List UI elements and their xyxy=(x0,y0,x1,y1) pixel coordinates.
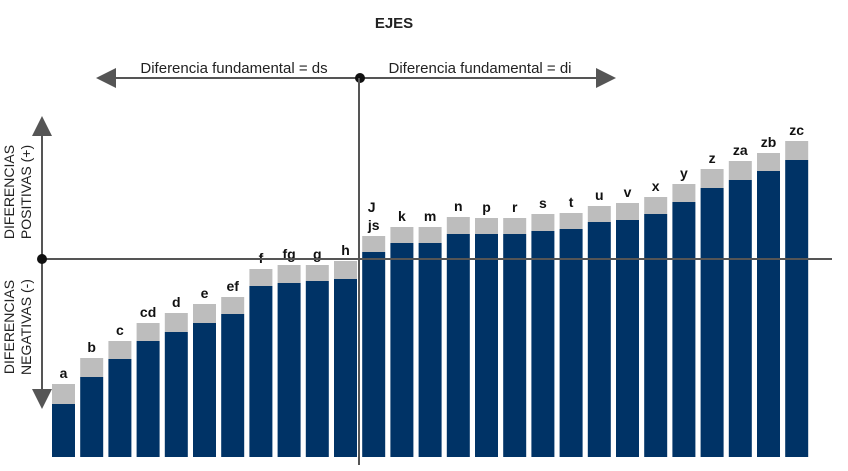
bar-zb xyxy=(757,171,780,457)
upper-arrow-left-label: Diferencia fundamental = ds xyxy=(140,60,327,77)
bar-label-m: m xyxy=(424,208,436,224)
bar-label-j: J xyxy=(368,199,376,215)
bar-label-b: b xyxy=(87,339,96,355)
bar-label-a: a xyxy=(60,365,68,381)
bar-r xyxy=(503,234,527,457)
bar-label-g: g xyxy=(313,246,322,262)
bar-label-d: d xyxy=(172,294,181,310)
positive-label-line2: POSITIVAS (+) xyxy=(18,145,34,239)
bar-p xyxy=(475,234,498,457)
bar-label-e: e xyxy=(201,285,209,301)
tolerance-band-zc xyxy=(785,141,809,160)
bar-s xyxy=(531,231,555,457)
tolerance-band-x xyxy=(644,197,668,214)
bar-label-u: u xyxy=(595,187,604,203)
negative-label-line2: NEGATIVAS (-) xyxy=(18,279,34,375)
bar-n xyxy=(446,234,470,457)
bar-label-s: s xyxy=(539,195,547,211)
bar-h xyxy=(334,279,357,457)
bar-label-cd: cd xyxy=(140,304,156,320)
tolerance-band-h xyxy=(334,261,357,279)
tolerance-band-m xyxy=(418,227,442,243)
tolerance-band-t xyxy=(559,213,583,229)
bar-t xyxy=(559,229,583,457)
bar-js xyxy=(362,252,386,457)
tolerance-band-fg xyxy=(277,265,301,283)
bar-e xyxy=(193,323,216,457)
tolerance-band-n xyxy=(446,217,470,234)
bar-m xyxy=(418,243,442,457)
bar-label-zc: zc xyxy=(789,122,804,138)
bar-label-z: z xyxy=(709,150,716,166)
bar-label-k: k xyxy=(398,208,406,224)
bar-label-js: js xyxy=(367,217,380,233)
bar-k xyxy=(390,243,414,457)
positive-label-line1: DIFERENCIAS xyxy=(1,145,17,239)
tolerance-band-v xyxy=(616,203,639,220)
bar-label-ef: ef xyxy=(226,278,239,294)
bar-f xyxy=(249,286,273,457)
tolerance-band-p xyxy=(475,218,498,234)
tolerance-band-k xyxy=(390,227,414,243)
bar-label-t: t xyxy=(569,194,574,210)
bar-ef xyxy=(221,314,245,457)
tolerance-band-cd xyxy=(136,323,160,341)
tolerance-band-y xyxy=(672,184,696,202)
bars-group: abccddeefffgghjskmnprstuvxyzzazbzc xyxy=(52,122,809,457)
bar-x xyxy=(644,214,668,457)
bar-cd xyxy=(136,341,160,457)
tolerance-band-a xyxy=(52,384,75,404)
tolerance-band-b xyxy=(80,358,104,377)
bar-c xyxy=(108,359,132,457)
bar-label-x: x xyxy=(652,178,660,194)
bar-g xyxy=(305,281,329,457)
tolerance-band-f xyxy=(249,269,273,286)
bar-label-p: p xyxy=(482,199,491,215)
tolerance-band-g xyxy=(305,265,329,281)
bar-d xyxy=(164,332,188,457)
tolerance-band-r xyxy=(503,218,527,234)
tolerance-band-ef xyxy=(221,297,245,314)
negative-label-line1: DIFERENCIAS xyxy=(1,280,17,374)
bar-y xyxy=(672,202,696,457)
tolerance-band-za xyxy=(728,161,752,180)
tolerance-band-c xyxy=(108,341,132,359)
bar-b xyxy=(80,377,104,457)
bar-z xyxy=(700,188,724,457)
bar-label-v: v xyxy=(624,184,632,200)
bar-fg xyxy=(277,283,301,457)
bar-u xyxy=(587,222,611,457)
tolerance-band-d xyxy=(164,313,188,332)
tolerance-band-z xyxy=(700,169,724,188)
bar-v xyxy=(616,220,639,457)
upper-arrow-right-label: Diferencia fundamental = di xyxy=(388,60,571,77)
bar-label-r: r xyxy=(512,199,518,215)
bar-label-n: n xyxy=(454,198,463,214)
zero-line-node xyxy=(37,254,47,264)
tolerance-band-zb xyxy=(757,153,780,171)
tolerance-band-u xyxy=(587,206,611,222)
bar-label-za: za xyxy=(733,142,748,158)
tolerance-band-e xyxy=(193,304,216,323)
bar-label-c: c xyxy=(116,322,124,338)
bar-zc xyxy=(785,160,809,457)
bar-za xyxy=(728,180,752,457)
tolerance-band-js xyxy=(362,236,386,252)
bar-label-y: y xyxy=(680,165,688,181)
bar-label-zb: zb xyxy=(761,134,777,150)
diagram-title: EJES xyxy=(375,15,413,32)
bar-label-h: h xyxy=(341,242,350,258)
bar-a xyxy=(52,404,75,457)
tolerance-band-s xyxy=(531,214,555,231)
